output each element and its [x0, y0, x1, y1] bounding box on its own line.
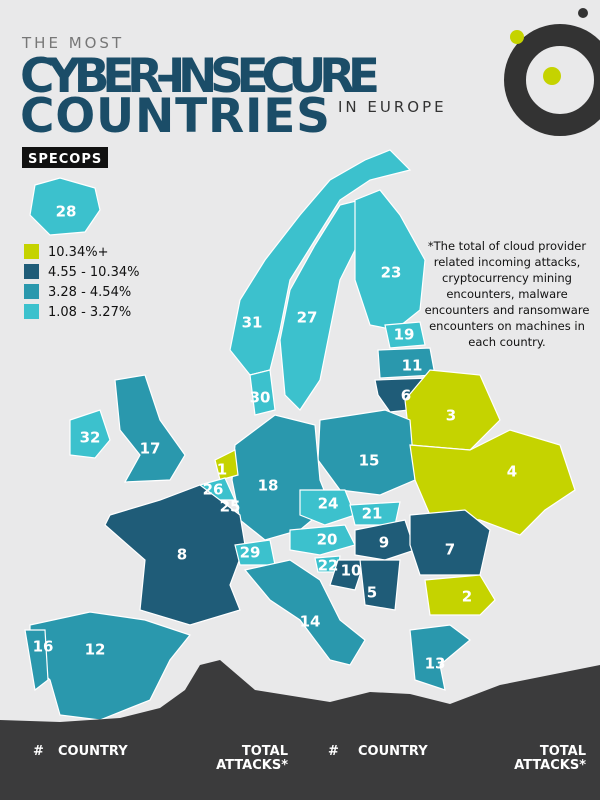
- column-header: TOTAL ATTACKS*: [514, 744, 586, 773]
- country-rank: 3: [446, 407, 456, 425]
- country-rank: 14: [300, 613, 321, 631]
- legend-swatch: [24, 264, 39, 279]
- country-rank: 13: [425, 655, 446, 673]
- column-header: COUNTRY: [58, 744, 128, 759]
- kicker: THE MOST: [21, 34, 124, 52]
- title: COUNTRIES: [20, 89, 330, 144]
- country-rank: 26: [203, 481, 224, 499]
- country-rank: 24: [318, 495, 339, 513]
- country-rank: 20: [317, 531, 338, 549]
- title-suffix: IN EUROPE: [338, 98, 447, 116]
- country-rank: 19: [394, 326, 415, 344]
- country-rank: 31: [242, 314, 263, 332]
- country-rank: 2: [462, 588, 472, 606]
- country-rank: 17: [140, 440, 161, 458]
- country-rank: 7: [445, 541, 455, 559]
- countries: [24, 149, 576, 721]
- country-rank: 5: [367, 584, 377, 602]
- country-rank: 9: [379, 534, 389, 552]
- legend-swatch: [24, 244, 39, 259]
- country-rank: 23: [381, 264, 402, 282]
- legend-label: 1.08 - 3.27%: [48, 305, 131, 320]
- legend-label: 10.34%+: [48, 245, 108, 260]
- country-rank: 10: [341, 562, 362, 580]
- country-rank: 25: [220, 498, 241, 516]
- country-rank: 27: [297, 309, 318, 327]
- country-rank: 12: [85, 641, 106, 659]
- legend-label: 4.55 - 10.34%: [48, 265, 139, 280]
- country-rank: 29: [240, 544, 261, 562]
- country-rank: 6: [401, 387, 411, 405]
- country-rank: 4: [507, 463, 517, 481]
- country-rank: 8: [177, 546, 187, 564]
- country-rank: 18: [258, 477, 279, 495]
- title: CYBER-INSECURE: [20, 49, 380, 104]
- country-rank: 32: [80, 429, 101, 447]
- footnote: *The total of cloud provider related inc…: [424, 239, 590, 349]
- column-header: #: [328, 744, 339, 759]
- column-header: TOTAL ATTACKS*: [216, 744, 288, 773]
- legend: 10.34%+ 4.55 - 10.34% 3.28 - 4.54% 1.08 - 3…: [24, 244, 139, 320]
- legend-swatch: [24, 304, 39, 319]
- brand: SPECOPS: [28, 152, 102, 167]
- decoration: [504, 8, 600, 136]
- column-header: COUNTRY: [358, 744, 428, 759]
- country-rank: 15: [359, 452, 380, 470]
- country-rank: 28: [56, 203, 77, 221]
- column-header: #: [33, 744, 44, 759]
- country-rank: 21: [362, 505, 383, 523]
- country-rank: 22: [318, 557, 339, 575]
- africa: [0, 660, 600, 800]
- country-rank: 30: [250, 389, 271, 407]
- legend-label: 3.28 - 4.54%: [48, 285, 131, 300]
- country-rank: 11: [402, 357, 423, 375]
- legend-swatch: [24, 284, 39, 299]
- country-rank: 16: [33, 638, 54, 656]
- country-rank: 1: [217, 461, 227, 479]
